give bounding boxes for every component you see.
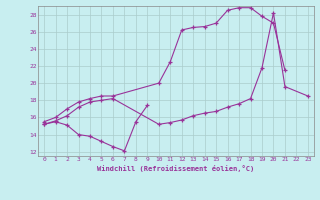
X-axis label: Windchill (Refroidissement éolien,°C): Windchill (Refroidissement éolien,°C) [97, 165, 255, 172]
